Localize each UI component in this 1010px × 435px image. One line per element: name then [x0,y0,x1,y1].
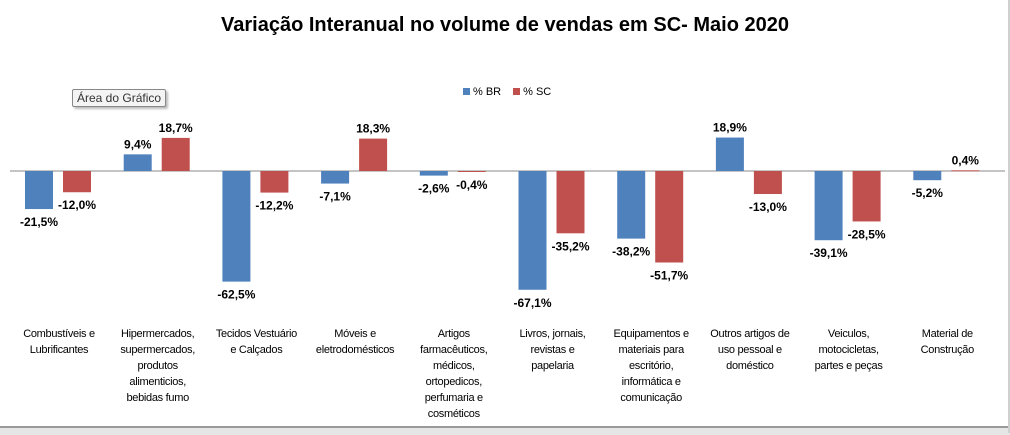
category-label: Artigos farmacêuticos, médicos, ortopedi… [420,328,488,420]
sc-bar[interactable] [655,171,684,263]
data-label: 18,3% [356,122,390,136]
sc-bar[interactable] [260,171,289,193]
data-label: 18,9% [713,121,747,135]
br-bar[interactable] [617,171,646,239]
legend: % BR % SC [463,86,551,98]
category-label: Hipermercados, supermercados, produtos a… [120,328,196,404]
br-bar[interactable] [321,171,350,184]
data-label: -0,4% [456,178,488,192]
data-label: -12,2% [255,199,293,213]
data-label: 0,4% [952,153,980,167]
chart-title: Variação Interanual no volume de vendas … [221,14,789,36]
data-label: 18,7% [159,121,193,135]
data-label: -13,0% [749,200,787,214]
br-bar[interactable] [25,171,53,210]
br-bar[interactable] [419,171,448,176]
br-bar[interactable] [123,154,152,171]
br-bar[interactable] [518,171,547,290]
data-label: -21,5% [20,215,58,229]
data-label: -35,2% [551,239,589,253]
category-label: Equipamentos e materiais para escritório… [613,328,690,404]
br-bar[interactable] [222,171,251,282]
sc-bar[interactable] [359,138,388,171]
category-label: Combustíveis e Lubrificantes [23,328,95,356]
category-label: Tecidos Vestuário e Calçados [215,328,297,356]
sc-bar[interactable] [852,171,881,222]
sc-bar[interactable] [161,137,190,171]
data-label: 9,4% [124,137,152,151]
data-label: -12,0% [58,198,96,212]
legend-swatch-br [463,88,470,95]
data-label: -67,1% [513,296,551,310]
category-label: Material de Construção [920,328,975,356]
data-label: -39,1% [810,246,848,260]
sc-bar[interactable] [556,171,585,234]
data-label: -28,5% [848,227,886,241]
legend-item-sc: % SC [513,86,551,98]
sc-bar[interactable] [753,171,782,195]
legend-label-br: % BR [473,86,502,98]
chart-area-tooltip: Área do Gráfico [72,89,167,107]
sc-bar[interactable] [63,171,91,193]
data-label: -2,6% [418,182,450,196]
data-label: -51,7% [650,269,688,283]
sc-bar[interactable] [457,171,486,172]
br-bar[interactable] [913,171,942,181]
data-label: -5,2% [912,186,944,200]
legend-label-sc: % SC [523,86,552,98]
data-label: -38,2% [612,245,650,259]
category-label: Veiculos, motocicletas, partes e peças [814,328,883,372]
category-label: Livros, jornais, revistas e papelaria [519,328,586,372]
legend-swatch-sc [513,88,521,95]
data-label: -7,1% [319,190,351,204]
br-bar[interactable] [715,137,744,171]
category-label: Outros artigos de uso pessoal e doméstic… [710,328,790,372]
br-bar[interactable] [814,171,843,241]
sc-bar[interactable] [951,170,980,172]
window-edge [1008,0,1010,433]
legend-item-br: % BR [463,86,501,98]
data-label: -62,5% [217,288,255,302]
category-label: Móveis e eletrodomésticos [315,328,395,356]
sheet-row-bar [0,426,1010,435]
